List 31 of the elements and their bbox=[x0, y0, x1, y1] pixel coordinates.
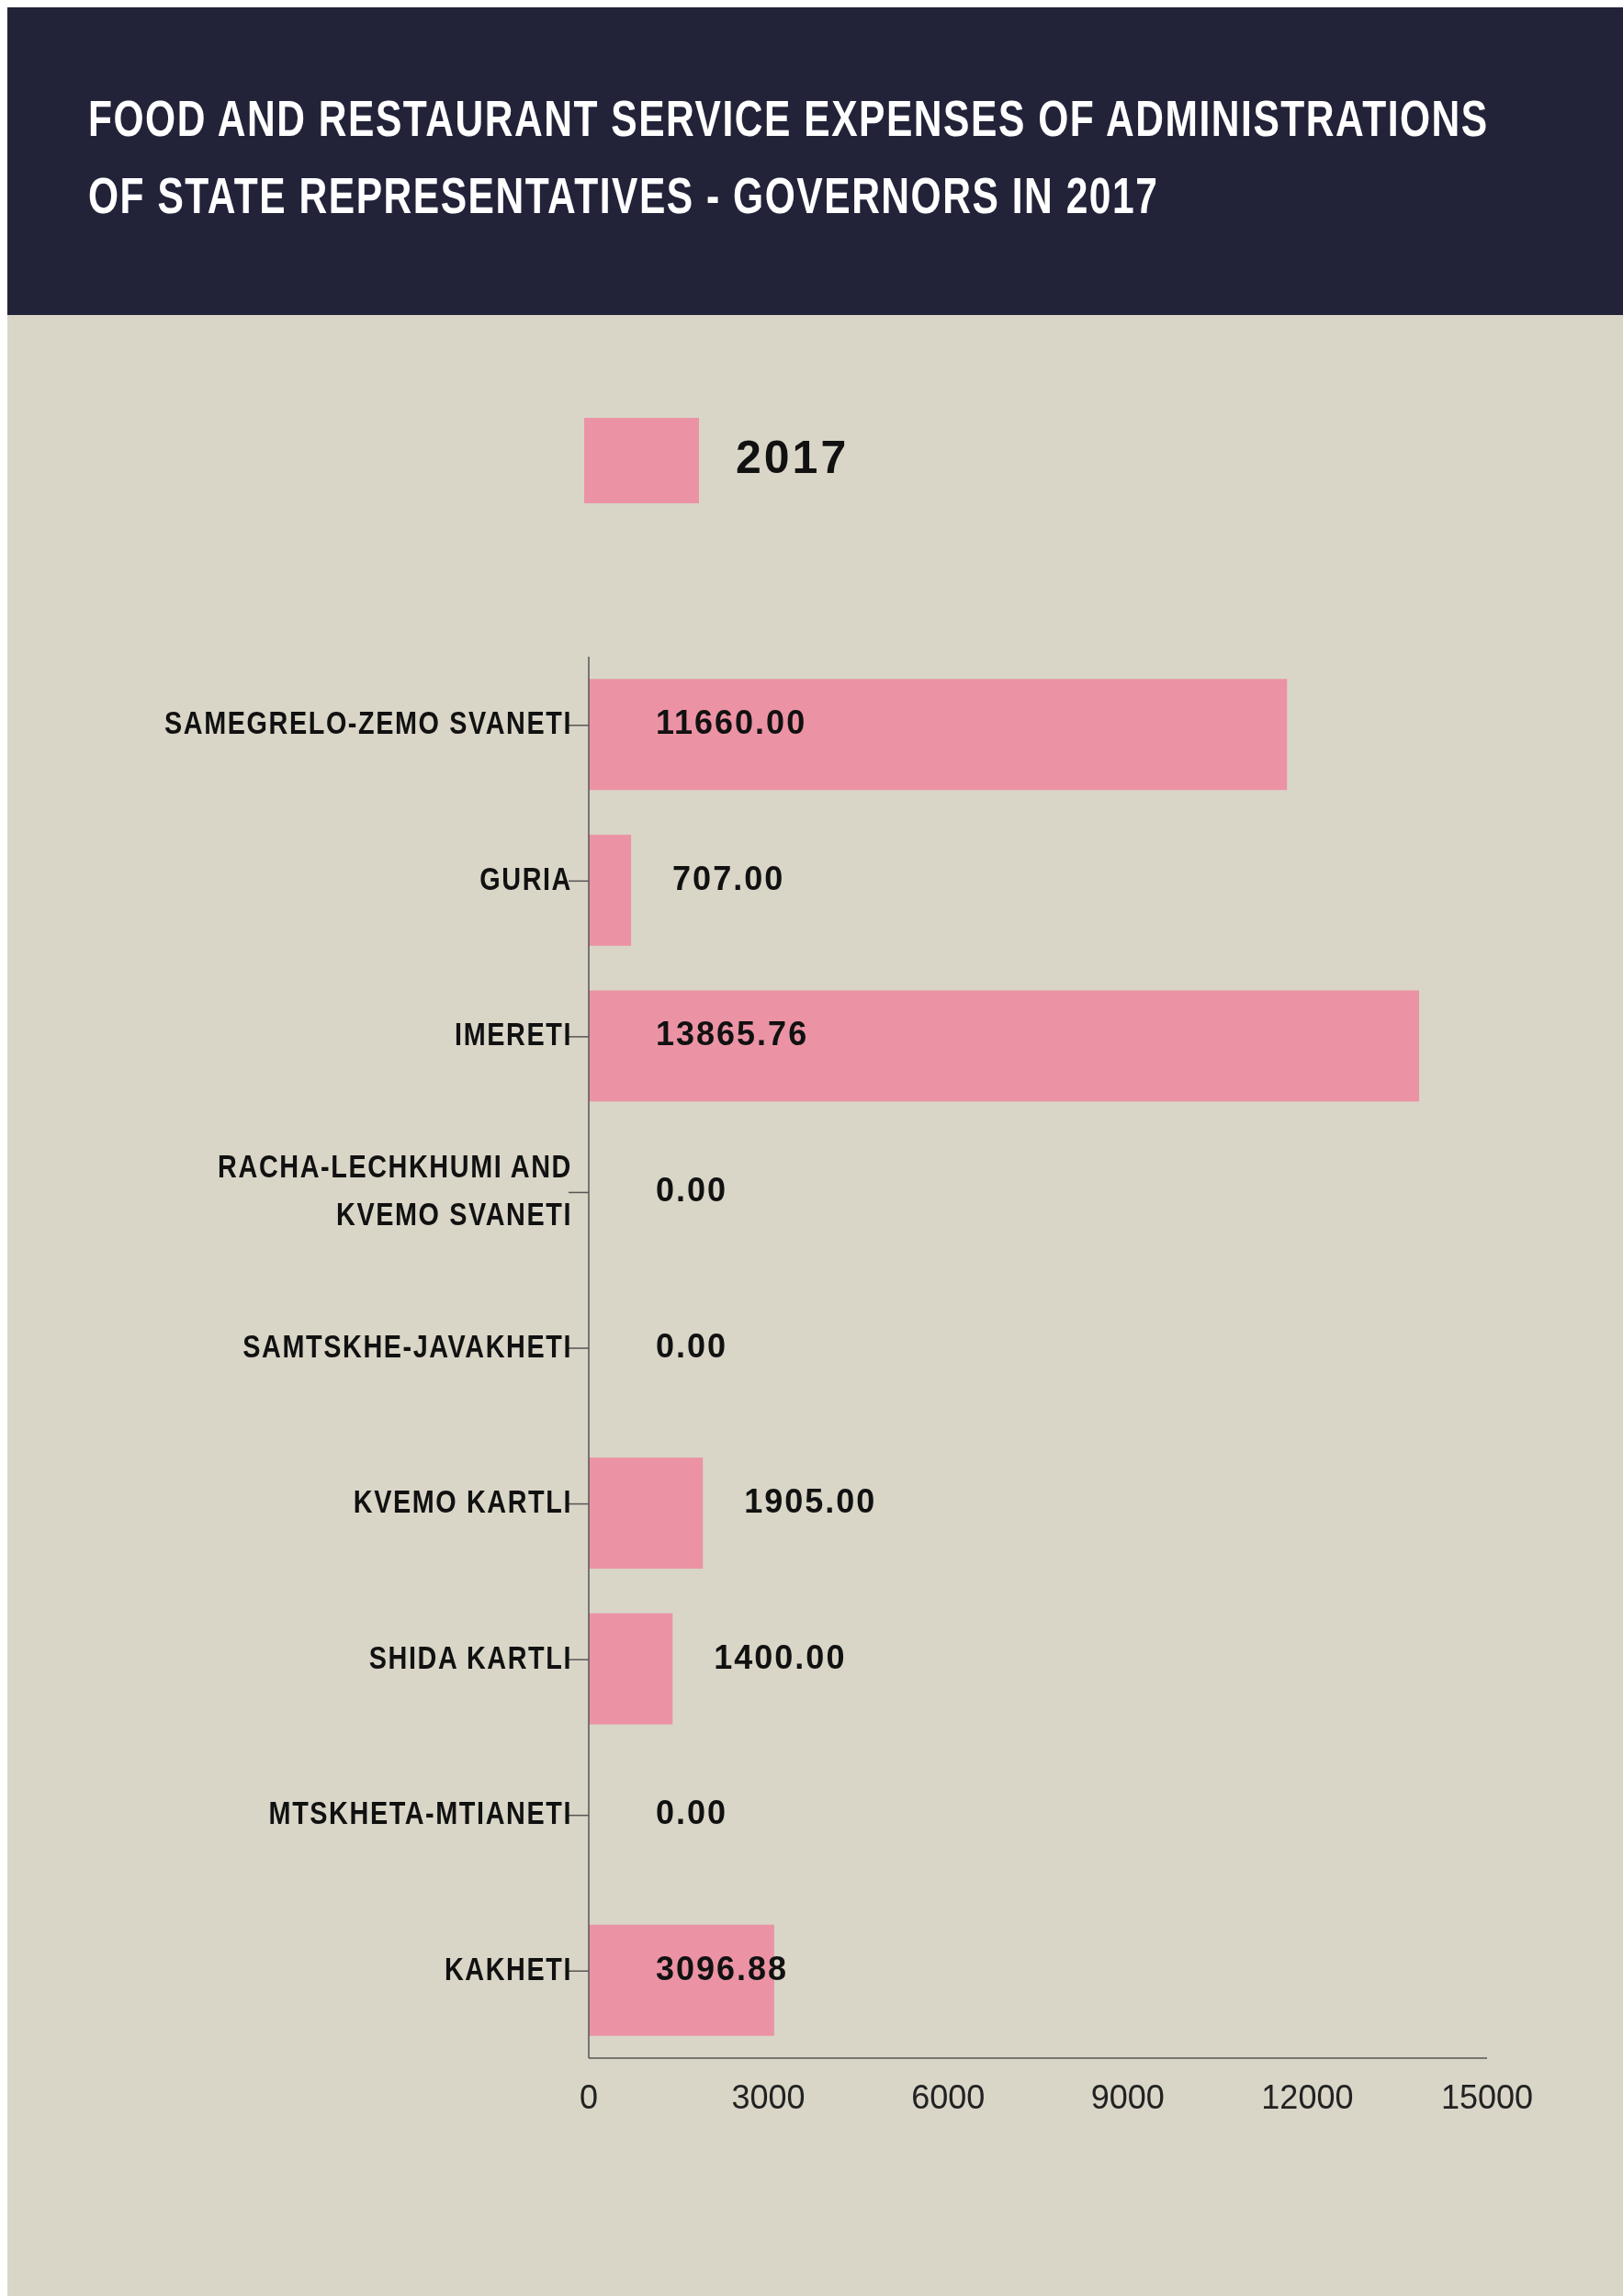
y-tick-label: SAMEGRELO-ZEMO SVANETI bbox=[163, 703, 572, 742]
data-label: 13865.76 bbox=[656, 1015, 809, 1053]
legend-label: 2017 bbox=[736, 432, 850, 484]
x-tick-label: 6000 bbox=[911, 2077, 986, 2116]
y-tick-label: GURIA bbox=[479, 859, 572, 897]
y-tick-label: KVEMO KARTLI bbox=[353, 1481, 572, 1520]
data-label: 1905.00 bbox=[744, 1482, 877, 1521]
data-label: 0.00 bbox=[656, 1794, 728, 1832]
bar bbox=[589, 990, 1420, 1102]
data-label: 11660.00 bbox=[656, 703, 807, 742]
bar bbox=[589, 679, 1288, 791]
bar bbox=[589, 834, 632, 946]
data-label: 0.00 bbox=[656, 1326, 728, 1365]
data-label: 3096.88 bbox=[656, 1949, 789, 1987]
y-tick-label: KAKHETI bbox=[444, 1949, 572, 1987]
bar bbox=[589, 1458, 704, 1570]
x-tick-label: 9000 bbox=[1090, 2077, 1165, 2116]
data-label: 1400.00 bbox=[714, 1638, 847, 1676]
y-tick-label: SHIDA KARTLI bbox=[368, 1638, 572, 1676]
data-label: 0.00 bbox=[656, 1170, 728, 1209]
y-tick-label: SAMTSKHE-JAVAKHETI bbox=[242, 1326, 572, 1365]
x-tick-label: 12000 bbox=[1261, 2077, 1354, 2116]
x-tick-label: 3000 bbox=[731, 2077, 806, 2116]
data-label: 707.00 bbox=[672, 859, 785, 897]
chart-title: FOOD AND RESTAURANT SERVICE EXPENSES OF ADMINISTRATIONS OF STATE REPRESENTATIVES - GOVERNORS IN 2017 bbox=[88, 89, 1489, 225]
y-tick-label: IMERETI bbox=[455, 1015, 572, 1053]
bar bbox=[589, 1613, 673, 1725]
y-tick-label: RACHA-LECHKHUMI AND KVEMO SVANETI bbox=[218, 1146, 572, 1232]
y-tick-label: MTSKHETA-MTIANETI bbox=[268, 1794, 572, 1831]
x-tick-label: 15000 bbox=[1440, 2077, 1534, 2116]
x-tick-label: 0 bbox=[579, 2077, 599, 2116]
